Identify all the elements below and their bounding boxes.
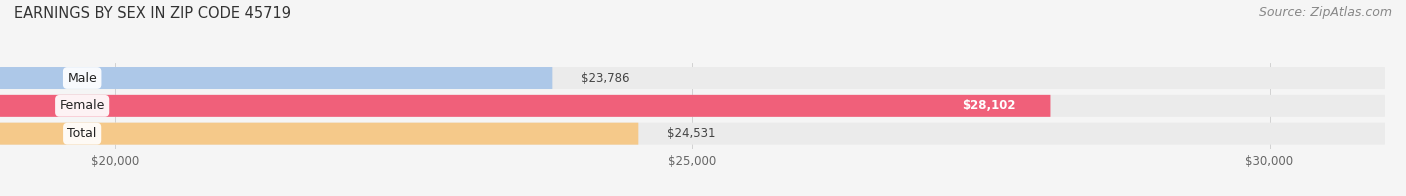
Text: Male: Male	[67, 72, 97, 84]
Text: EARNINGS BY SEX IN ZIP CODE 45719: EARNINGS BY SEX IN ZIP CODE 45719	[14, 6, 291, 21]
FancyBboxPatch shape	[0, 123, 1385, 145]
Text: Total: Total	[67, 127, 97, 140]
FancyBboxPatch shape	[0, 67, 553, 89]
Text: $28,102: $28,102	[962, 99, 1015, 112]
FancyBboxPatch shape	[0, 67, 1385, 89]
Text: $23,786: $23,786	[581, 72, 630, 84]
Text: $24,531: $24,531	[668, 127, 716, 140]
FancyBboxPatch shape	[0, 95, 1050, 117]
Text: Source: ZipAtlas.com: Source: ZipAtlas.com	[1258, 6, 1392, 19]
FancyBboxPatch shape	[0, 123, 638, 145]
Text: Female: Female	[59, 99, 105, 112]
FancyBboxPatch shape	[0, 95, 1385, 117]
